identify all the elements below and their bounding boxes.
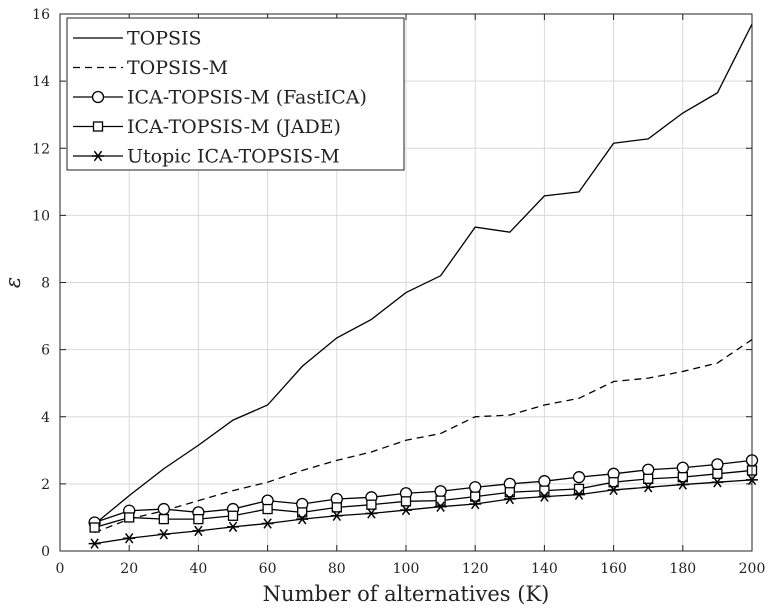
x-tick-label: 20 <box>120 561 138 577</box>
square-marker <box>575 484 584 493</box>
y-tick-label: 2 <box>41 477 50 493</box>
y-tick-label: 10 <box>32 208 50 224</box>
x-axis-label: Number of alternatives (K) <box>263 582 550 606</box>
circle-marker <box>574 472 585 483</box>
square-marker <box>436 496 445 505</box>
x-tick-label: 80 <box>328 561 346 577</box>
y-tick-label: 4 <box>41 410 50 426</box>
legend-label: TOPSIS <box>127 28 202 50</box>
square-marker <box>94 122 103 131</box>
square-marker <box>194 515 203 524</box>
legend-label: ICA-TOPSIS-M (JADE) <box>127 116 341 138</box>
square-marker <box>644 474 653 483</box>
square-marker <box>229 511 238 520</box>
legend-label: Utopic ICA-TOPSIS-M <box>127 146 340 168</box>
circle-marker <box>677 462 688 473</box>
circle-marker <box>93 92 104 103</box>
square-marker <box>540 486 549 495</box>
circle-marker <box>435 486 446 497</box>
x-tick-label: 140 <box>531 561 558 577</box>
y-tick-label: 12 <box>32 141 50 157</box>
square-marker <box>332 503 341 512</box>
square-marker <box>90 523 99 532</box>
x-tick-label: 60 <box>259 561 277 577</box>
x-tick-label: 0 <box>56 561 65 577</box>
legend-label: TOPSIS-M <box>127 57 228 79</box>
legend: TOPSIS TOPSIS-M ICA-TOPSIS-M (FastICA) ICA-… <box>67 18 404 170</box>
circle-marker <box>539 476 550 487</box>
x-tick-label: 40 <box>189 561 207 577</box>
square-marker <box>402 497 411 506</box>
x-tick-label: 160 <box>600 561 627 577</box>
circle-marker <box>643 464 654 475</box>
y-tick-label: 0 <box>41 544 50 560</box>
legend-label: ICA-TOPSIS-M (FastICA) <box>127 87 367 109</box>
x-tick-label: 120 <box>462 561 489 577</box>
y-tick-label: 8 <box>41 276 50 292</box>
square-marker <box>125 513 134 522</box>
circle-marker <box>470 482 481 493</box>
x-tick-label: 200 <box>739 561 766 577</box>
square-marker <box>263 505 272 514</box>
circle-marker <box>712 459 723 470</box>
square-marker <box>159 515 168 524</box>
y-tick-label: 14 <box>32 74 50 90</box>
square-marker <box>367 500 376 509</box>
circle-marker <box>158 504 169 515</box>
y-axis-label: ε <box>1 277 25 288</box>
square-marker <box>713 469 722 478</box>
y-tick-label: 16 <box>32 7 50 23</box>
y-tick-label: 6 <box>41 343 50 359</box>
x-tick-label: 180 <box>669 561 696 577</box>
x-tick-label: 100 <box>393 561 420 577</box>
